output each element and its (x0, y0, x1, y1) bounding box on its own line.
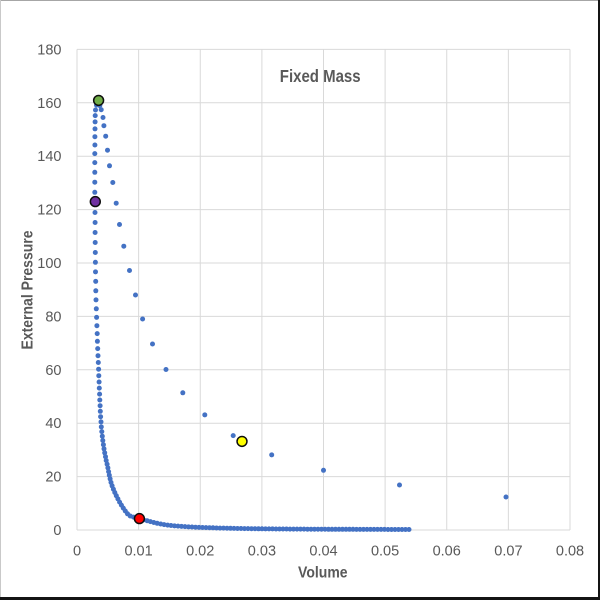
svg-text:0.06: 0.06 (433, 543, 461, 559)
svg-text:100: 100 (37, 256, 61, 272)
svg-text:0.07: 0.07 (494, 543, 522, 559)
svg-text:20: 20 (45, 470, 61, 486)
svg-text:0.05: 0.05 (371, 543, 399, 559)
svg-text:160: 160 (37, 96, 61, 112)
svg-text:120: 120 (37, 203, 61, 219)
svg-text:0.03: 0.03 (248, 543, 276, 559)
svg-text:0: 0 (73, 543, 81, 559)
svg-text:180: 180 (37, 42, 61, 58)
svg-text:0.01: 0.01 (124, 543, 152, 559)
svg-text:0.02: 0.02 (186, 543, 214, 559)
svg-text:80: 80 (45, 309, 61, 325)
svg-text:0: 0 (53, 523, 61, 539)
svg-text:140: 140 (37, 149, 61, 165)
svg-text:0.08: 0.08 (556, 543, 584, 559)
svg-text:External Pressure: External Pressure (20, 230, 37, 349)
svg-text:Volume: Volume (298, 565, 348, 582)
svg-text:Fixed Mass: Fixed Mass (280, 67, 361, 86)
svg-text:40: 40 (45, 416, 61, 432)
svg-text:0.04: 0.04 (309, 543, 337, 559)
svg-text:60: 60 (45, 363, 61, 379)
